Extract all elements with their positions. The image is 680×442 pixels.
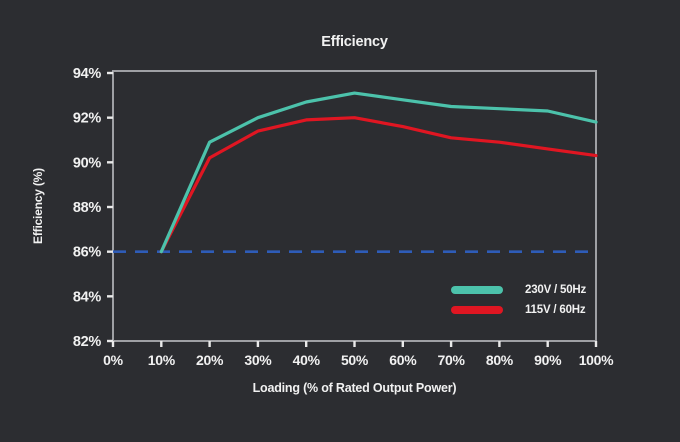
x-tick-label: 80%	[486, 352, 514, 368]
x-tick-label: 20%	[196, 352, 224, 368]
x-tick-label: 90%	[534, 352, 562, 368]
legend-label-115v: 115V / 60Hz	[525, 304, 586, 316]
series-line-115v-60hz	[159, 116, 598, 254]
x-tick-label: 100%	[579, 352, 614, 368]
legend-item-115v: 115V / 60Hz	[451, 300, 586, 320]
x-tick-label: 70%	[438, 352, 466, 368]
legend-swatch-230v-icon	[451, 286, 503, 294]
x-tick-label: 60%	[389, 352, 417, 368]
legend-label-230v: 230V / 50Hz	[525, 284, 587, 296]
y-tick-label: 92%	[73, 111, 102, 127]
x-tick-label: 40%	[293, 352, 321, 368]
y-tick-label: 82%	[73, 334, 102, 350]
x-tick-label: 10%	[148, 352, 176, 368]
legend: 230V / 50Hz 115V / 60Hz	[451, 280, 586, 320]
y-tick-label: 84%	[73, 289, 102, 305]
legend-swatch-115v-icon	[451, 306, 503, 314]
x-axis-title: Loading (% of Rated Output Power)	[252, 381, 457, 395]
series-line-230v-50hz	[159, 91, 598, 254]
chart-title: Efficiency	[321, 34, 388, 50]
x-tick-label: 30%	[244, 352, 272, 368]
y-tick-label: 90%	[73, 155, 102, 171]
legend-item-230v: 230V / 50Hz	[451, 280, 586, 300]
y-tick-label: 88%	[73, 200, 102, 216]
x-tick-label: 50%	[341, 352, 369, 368]
x-tick-label: 0%	[103, 352, 123, 368]
y-tick-label: 94%	[73, 66, 102, 82]
y-tick-label: 86%	[73, 245, 102, 261]
